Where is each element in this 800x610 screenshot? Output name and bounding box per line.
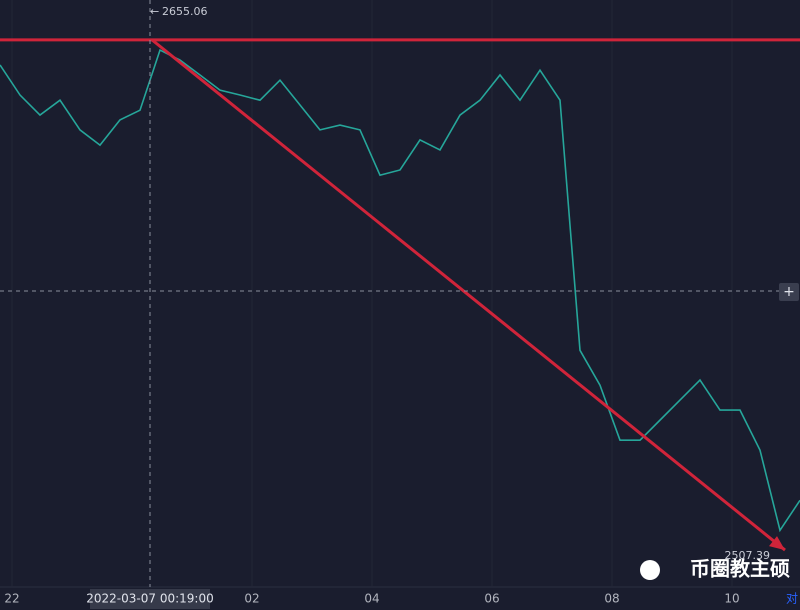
x-tick-label: 04 bbox=[364, 592, 379, 606]
watermark-icon bbox=[640, 560, 660, 580]
x-tick-label: 02 bbox=[244, 592, 259, 606]
trend-line bbox=[151, 38, 786, 552]
price-line bbox=[0, 48, 800, 533]
crosshair-label-bg bbox=[90, 589, 210, 609]
trend-arrowhead bbox=[769, 536, 785, 551]
high-label: 2655.06 bbox=[162, 5, 208, 18]
x-tick-label: 06 bbox=[484, 592, 499, 606]
low-label: 2507.39 bbox=[725, 549, 771, 562]
add-button[interactable] bbox=[779, 283, 799, 301]
crosshair-label: 2022-03-07 00:19:00 bbox=[86, 592, 213, 606]
add-icon: + bbox=[783, 284, 795, 300]
x-tick-label: 22 bbox=[4, 592, 19, 606]
x-tick-label: 08 bbox=[604, 592, 619, 606]
watermark: 币圈教主硕 bbox=[690, 557, 790, 581]
x-tick-label: 10 bbox=[724, 592, 739, 606]
corner-button[interactable]: 对 bbox=[786, 592, 798, 606]
high-arrow: ← bbox=[150, 5, 159, 18]
